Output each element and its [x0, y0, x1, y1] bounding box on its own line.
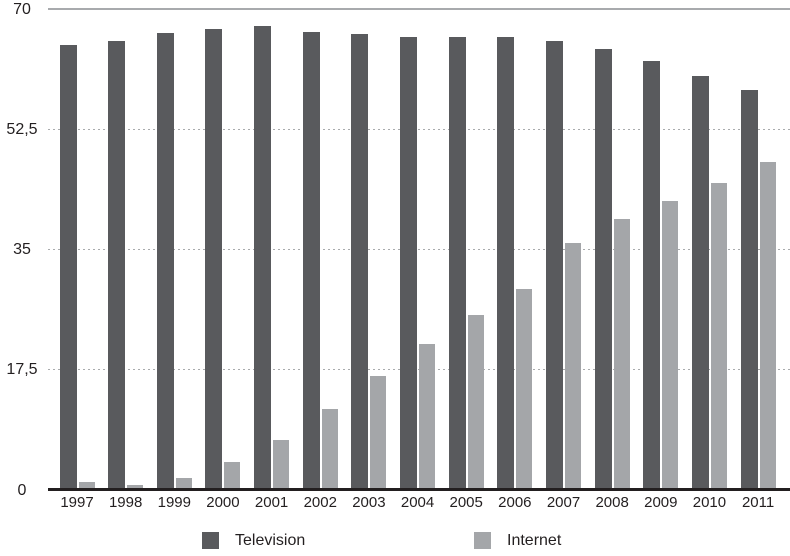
bar-television-2006: [497, 37, 515, 490]
bar-internet-2007: [565, 242, 581, 490]
legend-item-television: Television: [202, 531, 305, 550]
y-tick-label: 52,5: [6, 120, 38, 138]
bar-television-1999: [156, 33, 174, 490]
bar-television-2000: [205, 28, 223, 490]
bar-internet-2005: [467, 314, 484, 490]
bar-television-2003: [351, 33, 369, 490]
bar-internet-2009: [662, 201, 679, 490]
y-tick-label: 35: [13, 241, 31, 258]
bar-internet-2004: [419, 344, 436, 490]
x-tick-label: 2000: [206, 494, 240, 511]
gridline: [48, 128, 790, 130]
y-tick-label: 0: [17, 481, 27, 499]
x-tick-label: 2004: [400, 494, 435, 511]
x-tick-label: 2011: [741, 494, 775, 511]
bar-internet-2010: [710, 182, 727, 490]
x-tick-label: 2002: [303, 494, 337, 511]
bar-television-2005: [448, 36, 466, 490]
x-tick-label: 2010: [692, 494, 727, 511]
x-tick-label: 1998: [108, 494, 143, 511]
bar-television-2009: [643, 60, 661, 490]
x-tick-label: 1997: [60, 494, 94, 511]
gridline: [48, 249, 790, 250]
gridline-top: [48, 8, 790, 10]
bar-internet-2006: [516, 289, 533, 490]
bar-internet-2008: [613, 218, 630, 490]
x-axis-line: [48, 488, 790, 491]
gridline: [48, 369, 790, 371]
legend-label: Television: [235, 532, 306, 549]
bar-television-2001: [254, 26, 272, 490]
x-tick-label: 2009: [644, 494, 678, 511]
bar-internet-1997: [78, 481, 95, 490]
bar-internet-2003: [370, 375, 387, 490]
legend-swatch-internet: [474, 532, 491, 549]
legend-swatch-television: [202, 532, 219, 549]
bar-television-1998: [108, 40, 126, 490]
x-tick-label: 1999: [157, 494, 191, 511]
x-tick-label: 2005: [449, 494, 483, 511]
legend-item-internet: Internet: [474, 531, 561, 550]
x-tick-label: 2007: [546, 494, 581, 511]
bar-television-2008: [594, 48, 612, 490]
x-tick-label: 2008: [595, 494, 629, 511]
bar-internet-2000: [224, 461, 241, 490]
y-axis-labels: 70 52,5 35 17,5 0: [0, 0, 44, 500]
legend: Television Internet: [0, 531, 790, 551]
x-tick-label: 2003: [352, 494, 386, 511]
legend-label: Internet: [507, 532, 562, 549]
x-axis-labels: 1997 1998 1999 2000 2001 2002 2003 2004 2005 2006…: [0, 494, 790, 514]
bar-television-2002: [302, 31, 320, 490]
x-tick-label: 2006: [498, 494, 532, 511]
x-tick-label: 2001: [254, 494, 289, 511]
bar-internet-1998: [127, 484, 144, 490]
bar-television-1997: [59, 45, 77, 490]
plot-area: [48, 8, 790, 491]
bar-television-2007: [546, 40, 563, 490]
bar-internet-2001: [273, 439, 290, 490]
y-tick-label: 17,5: [6, 361, 38, 379]
bar-internet-2011: [759, 162, 776, 490]
bar-internet-2002: [321, 408, 338, 490]
bar-television-2011: [740, 90, 758, 490]
y-tick-label: 70: [13, 0, 31, 18]
bar-television-2010: [691, 75, 709, 490]
bar-internet-1999: [175, 478, 192, 490]
bar-television-2004: [400, 37, 418, 490]
